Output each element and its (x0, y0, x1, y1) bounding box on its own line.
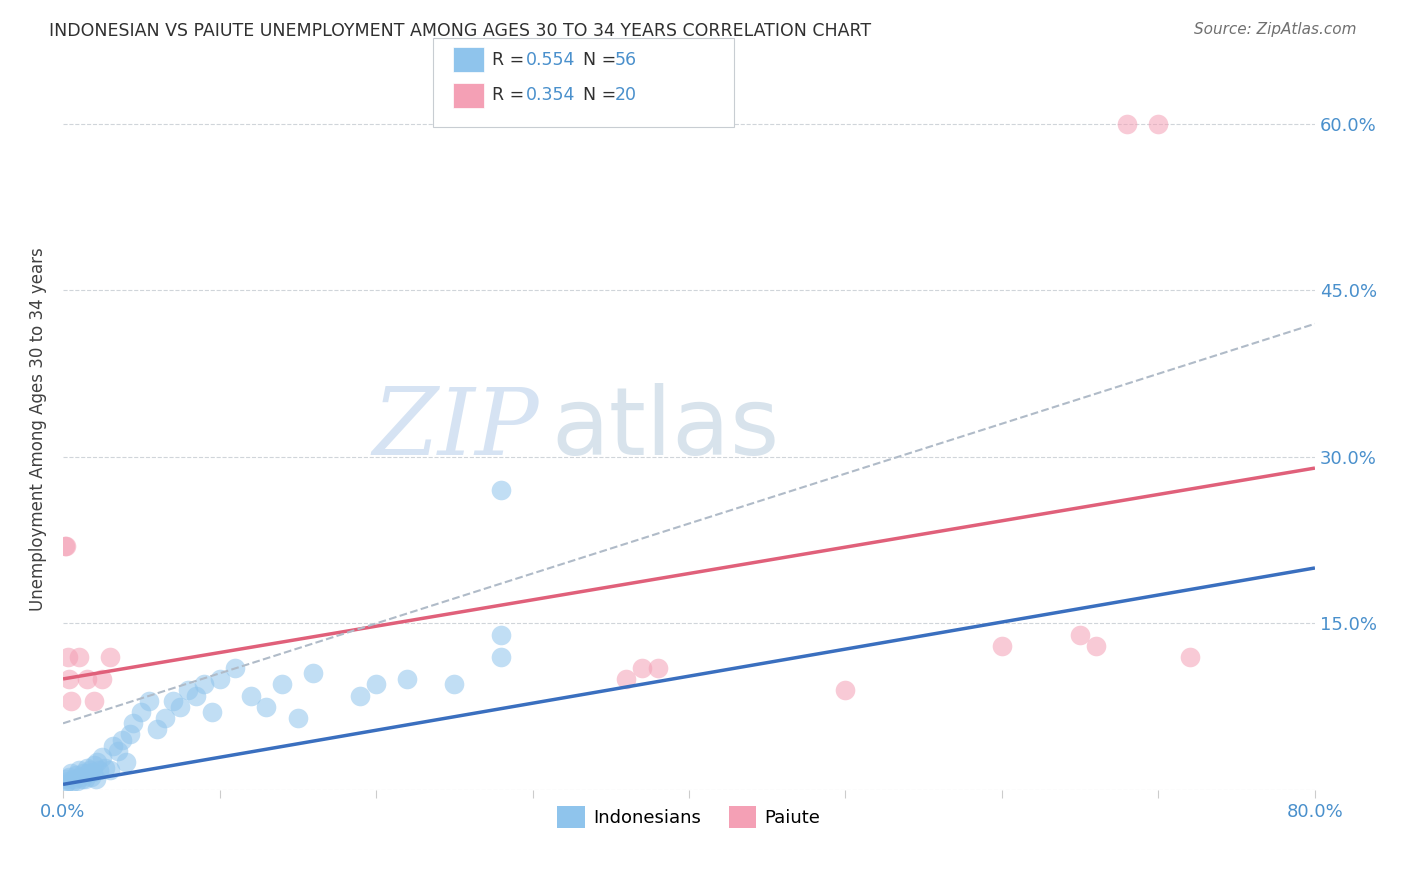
Point (55, 539, 77, 553)
Point (62, 775, 84, 789)
Point (443, 677, 465, 691)
Point (53, 777, 76, 791)
Point (271, 677, 294, 691)
Point (1069, 627, 1091, 641)
Text: 20: 20 (614, 87, 637, 104)
Point (489, 483, 512, 498)
Point (91, 672, 114, 686)
Point (208, 672, 231, 686)
Point (111, 733, 134, 747)
Point (647, 661, 669, 675)
Point (364, 677, 387, 691)
Point (224, 661, 246, 675)
Legend: Indonesians, Paiute: Indonesians, Paiute (550, 798, 828, 835)
Point (120, 727, 142, 741)
Point (162, 694, 184, 708)
Point (98, 649, 121, 664)
Point (114, 755, 136, 769)
Text: INDONESIAN VS PAIUTE UNEMPLOYMENT AMONG AGES 30 TO 34 YEARS CORRELATION CHART: INDONESIAN VS PAIUTE UNEMPLOYMENT AMONG … (49, 22, 872, 40)
Text: ZIP: ZIP (373, 384, 538, 475)
Point (82, 765, 104, 780)
Point (349, 689, 371, 703)
Point (83, 758, 105, 772)
Text: R =: R = (492, 51, 530, 69)
Point (77, 766, 100, 780)
Point (87, 763, 110, 777)
Text: R =: R = (492, 87, 530, 104)
Point (67, 763, 90, 777)
Point (169, 699, 191, 714)
Text: Source: ZipAtlas.com: Source: ZipAtlas.com (1194, 22, 1357, 37)
Point (76, 761, 98, 775)
Point (65, 768, 87, 782)
Point (86, 755, 108, 769)
Point (489, 627, 512, 641)
Point (1147, 117, 1170, 131)
Point (991, 639, 1014, 653)
Y-axis label: Unemployment Among Ages 30 to 34 years: Unemployment Among Ages 30 to 34 years (30, 247, 46, 611)
Point (107, 744, 129, 758)
Point (177, 683, 200, 698)
Point (67, 649, 90, 664)
Point (138, 694, 160, 708)
Point (129, 705, 152, 719)
Point (66, 774, 89, 789)
Point (59, 694, 82, 708)
Point (101, 739, 124, 753)
Text: 0.354: 0.354 (526, 87, 575, 104)
Point (122, 716, 145, 731)
Point (1178, 649, 1201, 664)
Point (84, 772, 107, 786)
Point (256, 699, 278, 714)
Text: 56: 56 (614, 51, 637, 69)
Point (58, 770, 80, 784)
Point (1084, 639, 1107, 653)
Point (146, 722, 169, 736)
Point (631, 661, 654, 675)
Text: 0.554: 0.554 (526, 51, 575, 69)
Point (302, 666, 325, 681)
Point (1116, 117, 1139, 131)
Point (834, 683, 856, 698)
Point (98, 763, 121, 777)
Text: N =: N = (572, 51, 621, 69)
Point (153, 711, 176, 725)
Point (201, 705, 224, 719)
Point (80, 770, 103, 784)
Point (616, 672, 638, 686)
Point (184, 689, 207, 703)
Point (396, 672, 419, 686)
Point (56, 649, 79, 664)
Point (239, 689, 262, 703)
Point (69, 770, 91, 784)
Point (73, 772, 96, 786)
Point (193, 677, 215, 691)
Text: atlas: atlas (551, 384, 779, 475)
Point (72, 766, 94, 780)
Point (79, 763, 101, 777)
Point (287, 711, 309, 725)
Point (91, 749, 114, 764)
Point (55, 772, 77, 786)
Point (94, 761, 117, 775)
Point (56, 774, 79, 789)
Text: N =: N = (572, 87, 621, 104)
Point (59, 766, 82, 780)
Point (58, 672, 80, 686)
Point (53, 539, 76, 553)
Point (76, 672, 98, 686)
Point (83, 694, 105, 708)
Point (63, 772, 86, 786)
Point (70, 772, 93, 786)
Point (489, 649, 512, 664)
